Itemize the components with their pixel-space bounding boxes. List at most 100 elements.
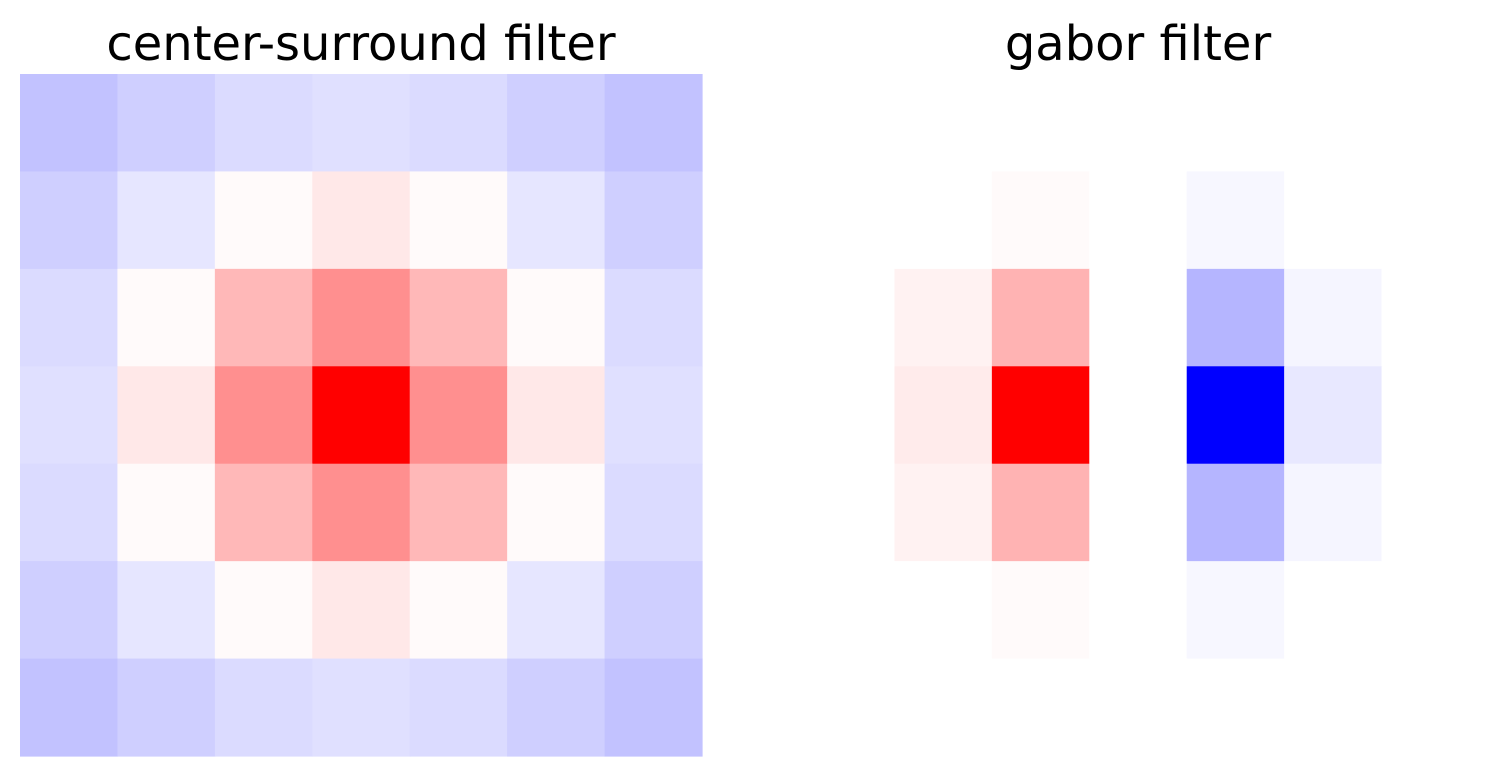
heatmap-cell-r3-c2 <box>991 366 1090 465</box>
heatmap-cell-r5-c5 <box>1284 561 1383 660</box>
heatmap-cell-r1-c6 <box>604 171 703 270</box>
heatmap-cell-r6-c1 <box>117 658 216 757</box>
heatmap-cell-r4-c6 <box>1381 463 1480 562</box>
center-surround-title: center-surround filter <box>106 16 616 72</box>
heatmap-cell-r3-c3 <box>1089 366 1188 465</box>
heatmap-cell-r5-c2 <box>991 561 1090 660</box>
heatmap-cell-r3-c3 <box>312 366 411 465</box>
heatmap-cell-r0-c0 <box>797 74 896 173</box>
heatmap-cell-r2-c1 <box>894 268 993 367</box>
heatmap-cell-r2-c0 <box>797 268 896 367</box>
heatmap-cell-r3-c1 <box>894 366 993 465</box>
heatmap-cell-r5-c0 <box>797 561 896 660</box>
heatmap-cell-r4-c4 <box>409 463 508 562</box>
heatmap-cell-r1-c2 <box>991 171 1090 270</box>
heatmap-cell-r1-c5 <box>1284 171 1383 270</box>
heatmap-cell-r6-c5 <box>507 658 606 757</box>
heatmap-cell-r2-c0 <box>20 268 119 367</box>
heatmap-cell-r3-c1 <box>117 366 216 465</box>
heatmap-cell-r0-c2 <box>991 74 1090 173</box>
heatmap-cell-r5-c3 <box>312 561 411 660</box>
gabor-panel: gabor filter <box>797 16 1480 757</box>
heatmap-cell-r6-c3 <box>312 658 411 757</box>
heatmap-cell-r2-c3 <box>1089 268 1188 367</box>
heatmap-cell-r4-c2 <box>991 463 1090 562</box>
heatmap-cell-r3-c5 <box>1284 366 1383 465</box>
heatmap-cell-r0-c5 <box>507 74 606 173</box>
heatmap-cell-r4-c1 <box>117 463 216 562</box>
heatmap-cell-r1-c4 <box>1186 171 1285 270</box>
heatmap-cell-r3-c6 <box>604 366 703 465</box>
heatmap-cell-r1-c4 <box>409 171 508 270</box>
heatmap-cell-r0-c6 <box>1381 74 1480 173</box>
heatmap-cell-r0-c4 <box>1186 74 1285 173</box>
heatmap-cell-r5-c3 <box>1089 561 1188 660</box>
heatmap-cell-r0-c2 <box>214 74 313 173</box>
heatmap-cell-r5-c6 <box>604 561 703 660</box>
heatmap-cell-r2-c2 <box>991 268 1090 367</box>
heatmap-cell-r2-c4 <box>1186 268 1285 367</box>
heatmap-cell-r1-c5 <box>507 171 606 270</box>
heatmap-cell-r5-c2 <box>214 561 313 660</box>
heatmap-cell-r4-c1 <box>894 463 993 562</box>
heatmap-cell-r2-c6 <box>1381 268 1480 367</box>
heatmap-cell-r6-c2 <box>991 658 1090 757</box>
heatmap-cell-r6-c6 <box>1381 658 1480 757</box>
heatmap-cell-r4-c2 <box>214 463 313 562</box>
heatmap-cell-r1-c1 <box>894 171 993 270</box>
center-surround-heatmap <box>20 74 703 757</box>
heatmap-cell-r5-c4 <box>409 561 508 660</box>
gabor-title: gabor filter <box>1005 16 1272 72</box>
heatmap-cell-r4-c3 <box>1089 463 1188 562</box>
heatmap-cell-r0-c1 <box>117 74 216 173</box>
heatmap-cell-r5-c4 <box>1186 561 1285 660</box>
heatmap-cell-r1-c0 <box>20 171 119 270</box>
heatmap-cell-r0-c1 <box>894 74 993 173</box>
heatmap-cell-r1-c1 <box>117 171 216 270</box>
heatmap-cell-r6-c2 <box>214 658 313 757</box>
heatmap-cell-r6-c3 <box>1089 658 1188 757</box>
heatmap-cell-r3-c4 <box>409 366 508 465</box>
heatmap-cell-r1-c0 <box>797 171 896 270</box>
heatmap-cell-r2-c1 <box>117 268 216 367</box>
heatmap-cell-r0-c3 <box>1089 74 1188 173</box>
heatmap-cell-r3-c2 <box>214 366 313 465</box>
heatmap-cell-r0-c0 <box>20 74 119 173</box>
heatmap-cell-r5-c6 <box>1381 561 1480 660</box>
heatmap-cell-r4-c6 <box>604 463 703 562</box>
heatmap-cell-r6-c4 <box>409 658 508 757</box>
heatmap-cell-r2-c2 <box>214 268 313 367</box>
heatmap-cell-r6-c5 <box>1284 658 1383 757</box>
heatmap-cell-r0-c3 <box>312 74 411 173</box>
heatmap-cell-r5-c1 <box>117 561 216 660</box>
heatmap-cell-r6-c4 <box>1186 658 1285 757</box>
heatmap-cell-r4-c0 <box>20 463 119 562</box>
heatmap-cell-r4-c3 <box>312 463 411 562</box>
heatmap-cell-r5-c1 <box>894 561 993 660</box>
heatmap-cell-r4-c4 <box>1186 463 1285 562</box>
heatmap-cell-r4-c0 <box>797 463 896 562</box>
heatmap-cell-r5-c5 <box>507 561 606 660</box>
heatmap-cell-r1-c6 <box>1381 171 1480 270</box>
center-surround-panel: center-surround filter <box>20 16 703 757</box>
heatmap-cell-r2-c4 <box>409 268 508 367</box>
heatmap-cell-r3-c4 <box>1186 366 1285 465</box>
heatmap-cell-r1-c2 <box>214 171 313 270</box>
heatmap-cell-r2-c3 <box>312 268 411 367</box>
heatmap-cell-r1-c3 <box>312 171 411 270</box>
heatmap-cell-r0-c4 <box>409 74 508 173</box>
heatmap-cell-r2-c6 <box>604 268 703 367</box>
heatmap-cell-r0-c6 <box>604 74 703 173</box>
heatmap-cell-r3-c0 <box>797 366 896 465</box>
heatmap-cell-r0-c5 <box>1284 74 1383 173</box>
heatmap-cell-r3-c5 <box>507 366 606 465</box>
heatmap-cell-r2-c5 <box>1284 268 1383 367</box>
heatmap-cell-r1-c3 <box>1089 171 1188 270</box>
heatmap-cell-r2-c5 <box>507 268 606 367</box>
heatmap-cell-r4-c5 <box>1284 463 1383 562</box>
heatmap-cell-r5-c0 <box>20 561 119 660</box>
heatmap-cell-r6-c0 <box>797 658 896 757</box>
heatmap-cell-r3-c6 <box>1381 366 1480 465</box>
heatmap-cell-r6-c1 <box>894 658 993 757</box>
